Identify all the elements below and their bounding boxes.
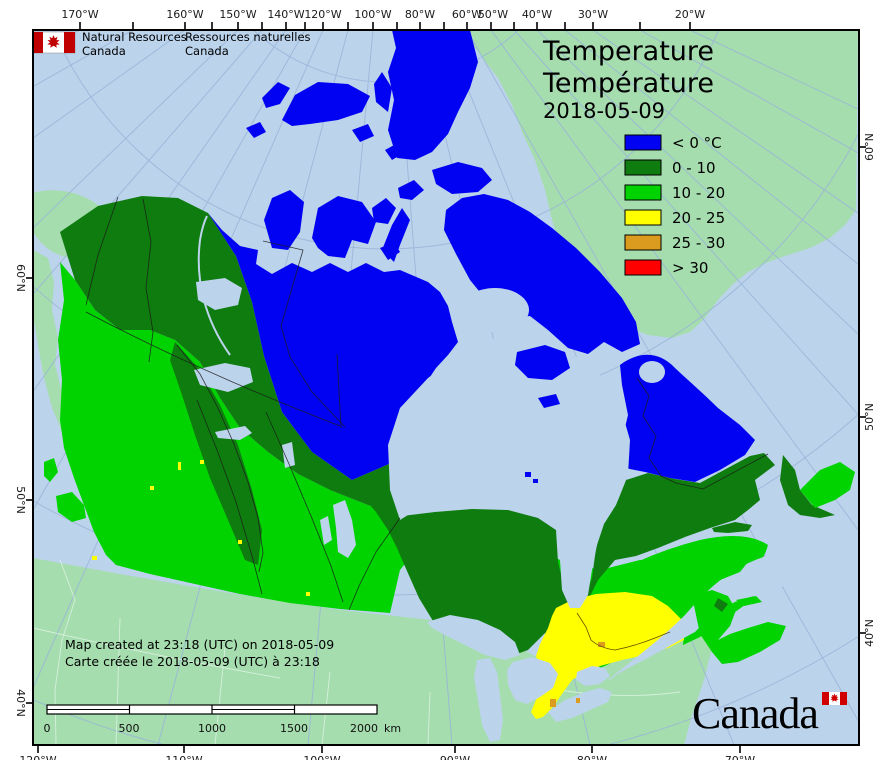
- logo-text-en-2: Canada: [82, 44, 126, 58]
- legend-label-0-10: 0 - 10: [672, 159, 716, 177]
- wordmark-flag-icon: [822, 692, 847, 705]
- graticule-labels: 170°W 160°W 150°W 140°W 120°W 100°W 80°W…: [14, 8, 876, 760]
- scale-2000: 2000: [350, 722, 378, 735]
- province-borders: [85, 196, 769, 651]
- legend-swatch-20-25: [624, 209, 662, 226]
- title-block: Temperature Température 2018-05-09: [542, 36, 714, 123]
- logo-text-fr-2: Canada: [185, 44, 229, 58]
- scale-500: 500: [119, 722, 140, 735]
- lat-label-right: 40°N: [863, 619, 876, 647]
- lon-label-bottom: 110°W: [165, 754, 202, 760]
- region-20-25: [531, 592, 684, 719]
- lon-label-top: 60°W: [452, 8, 482, 21]
- legend-swatch-25-30: [624, 234, 662, 251]
- lon-label-bottom: 100°W: [303, 754, 340, 760]
- legend-label-20-25: 20 - 25: [672, 209, 725, 227]
- legend-swatch-10-20: [624, 184, 662, 201]
- legend-item: 10 - 20: [624, 184, 725, 202]
- legend-item: < 0 °C: [624, 134, 722, 152]
- legend-label-above-30: > 30: [672, 259, 708, 277]
- logo-text-fr-1: Ressources naturelles: [185, 30, 311, 44]
- lon-label-top: 160°W: [166, 8, 203, 21]
- legend-label-below-0: < 0 °C: [672, 134, 722, 152]
- lat-label-left: 50°N: [14, 486, 27, 514]
- lat-label-left: 60°N: [14, 264, 27, 292]
- lon-label-top: 80°W: [405, 8, 435, 21]
- region-0-10: [60, 196, 835, 658]
- lon-label-top: 120°W: [304, 8, 341, 21]
- region-below-0: [208, 30, 755, 482]
- map-title-fr: Température: [542, 68, 714, 99]
- map-frame: [32, 29, 860, 746]
- lon-label-top: 150°W: [219, 8, 256, 21]
- graticule-ticks: [26, 22, 866, 753]
- legend-label-25-30: 25 - 30: [672, 234, 725, 252]
- coastal-features: [92, 345, 855, 707]
- legend-item: 25 - 30: [624, 234, 725, 252]
- lat-label-left: 40°N: [14, 689, 27, 717]
- scale-unit: km: [384, 722, 401, 735]
- wordmark-text: Canada: [692, 689, 818, 738]
- canada-wordmark: Canada: [692, 689, 847, 738]
- legend-swatch-above-30: [624, 259, 662, 276]
- legend-swatch-0-10: [624, 159, 662, 176]
- lat-label-right: 60°N: [863, 133, 876, 161]
- lon-label-top: 40°W: [522, 8, 552, 21]
- lat-label-right: 50°N: [863, 403, 876, 431]
- scale-1500: 1500: [280, 722, 308, 735]
- scale-bar: 0 500 1000 1500 2000 km: [44, 704, 401, 735]
- state-borders: [33, 559, 681, 745]
- lon-label-top: 140°W: [267, 8, 304, 21]
- lon-label-bottom: 90°W: [440, 754, 470, 760]
- legend-swatch-below-0: [624, 134, 662, 151]
- created-text-fr: Carte créée le 2018-05-09 (UTC) à 23:18: [65, 654, 320, 669]
- created-text-en: Map created at 23:18 (UTC) on 2018-05-09: [65, 637, 334, 652]
- lon-label-top: 20°W: [675, 8, 705, 21]
- map-title-en: Temperature: [542, 36, 714, 67]
- lon-label-bottom: 70°W: [725, 754, 755, 760]
- lon-label-top: 50°W: [478, 8, 508, 21]
- canada-flag-icon: [33, 31, 76, 54]
- legend-item: > 30: [624, 259, 708, 277]
- map-date: 2018-05-09: [543, 99, 665, 123]
- legend-item: 0 - 10: [624, 159, 716, 177]
- lon-label-bottom: 80°W: [577, 754, 607, 760]
- lon-label-top: 30°W: [578, 8, 608, 21]
- lon-label-bottom: 120°W: [19, 754, 56, 760]
- lon-label-top: 170°W: [61, 8, 98, 21]
- scale-1000: 1000: [198, 722, 226, 735]
- legend: < 0 °C 0 - 10 10 - 20 20 - 25 25 - 30 > …: [624, 134, 725, 277]
- logo-text-en-1: Natural Resources: [82, 30, 187, 44]
- lon-label-top: 100°W: [354, 8, 391, 21]
- legend-label-10-20: 10 - 20: [672, 184, 725, 202]
- nrcan-signature: Natural Resources Canada Ressources natu…: [33, 30, 311, 58]
- creation-note: Map created at 23:18 (UTC) on 2018-05-09…: [65, 637, 334, 669]
- legend-item: 20 - 25: [624, 209, 725, 227]
- scale-0: 0: [44, 722, 51, 735]
